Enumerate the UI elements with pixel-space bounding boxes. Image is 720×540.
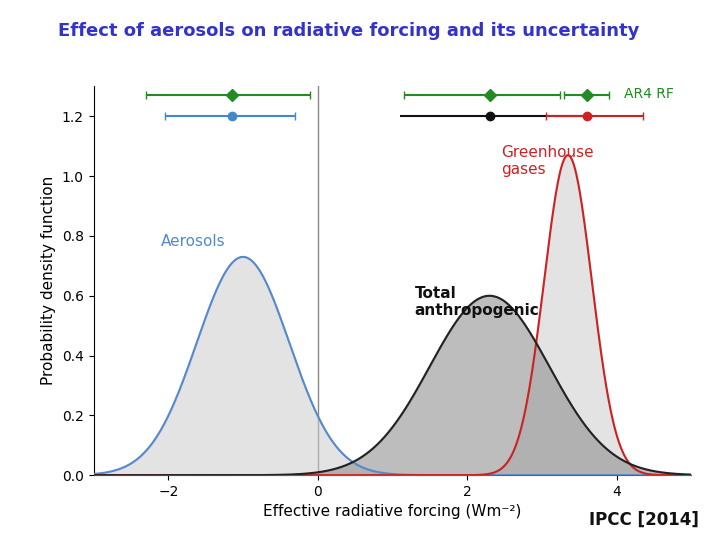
Text: Total
anthropogenic: Total anthropogenic xyxy=(415,286,539,318)
Text: IPCC [2014]: IPCC [2014] xyxy=(588,511,698,529)
X-axis label: Effective radiative forcing (Wm⁻²): Effective radiative forcing (Wm⁻²) xyxy=(264,504,521,519)
Text: Aerosols: Aerosols xyxy=(161,234,225,249)
Text: AR4 RF: AR4 RF xyxy=(624,87,674,101)
Text: Greenhouse
gases: Greenhouse gases xyxy=(500,145,593,177)
Text: Effect of aerosols on radiative forcing and its uncertainty: Effect of aerosols on radiative forcing … xyxy=(58,22,639,39)
Y-axis label: Probability density function: Probability density function xyxy=(41,176,56,386)
